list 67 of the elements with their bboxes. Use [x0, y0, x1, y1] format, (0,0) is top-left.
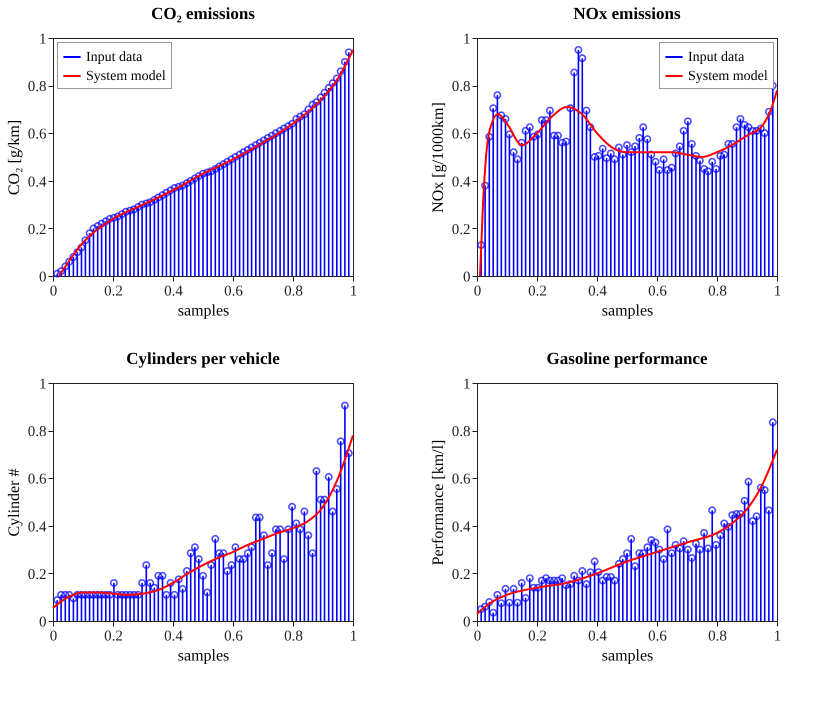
- x-tick-label: 1: [350, 628, 358, 644]
- y-tick-label: 0.2: [28, 222, 46, 238]
- line-series: [476, 448, 778, 615]
- y-axis-title: Cylinder #: [6, 468, 23, 536]
- y-tick-label: 0.2: [28, 566, 46, 583]
- legend-label: System model: [86, 69, 166, 84]
- y-tick-label: 0.4: [452, 174, 471, 190]
- y-tick-label: 0: [463, 614, 470, 630]
- x-tick-label: 0.6: [224, 628, 244, 644]
- y-axis-title: NOx [g/1000km]: [430, 102, 447, 213]
- x-tick-label: 0.2: [528, 628, 547, 644]
- line-series: [479, 89, 778, 277]
- y-axis-title: CO₂ [g/km]: [6, 120, 23, 196]
- x-tick-label: 0.8: [284, 284, 303, 300]
- y-tick-label: 0.2: [452, 566, 470, 583]
- x-axis-title: samples: [602, 302, 654, 320]
- x-tick-label: 0.4: [588, 628, 608, 644]
- x-tick-label: 0.8: [284, 628, 303, 644]
- y-tick-label: 1: [39, 376, 46, 392]
- x-tick-label: 0: [50, 284, 58, 300]
- x-tick-label: 0.2: [104, 284, 123, 300]
- y-axis-title: Performance [km/l]: [430, 440, 447, 566]
- x-axis-title: samples: [178, 648, 230, 664]
- y-tick-label: 0.8: [452, 79, 470, 96]
- y-tick-label: 0.6: [28, 126, 47, 143]
- x-tick-label: 0.2: [528, 284, 547, 300]
- y-tick-label: 0.6: [452, 472, 471, 488]
- x-tick-label: 0.2: [104, 628, 123, 644]
- x-tick-label: 1: [774, 628, 782, 644]
- y-tick-label: 0: [39, 270, 46, 286]
- x-tick-label: 0.8: [708, 284, 727, 300]
- x-tick-label: 0.4: [164, 284, 184, 300]
- y-tick-label: 0.8: [452, 424, 470, 440]
- x-axis-title: samples: [602, 648, 654, 664]
- y-tick-label: 1: [463, 376, 470, 392]
- chart-title: NOx emissions: [573, 4, 681, 23]
- x-axis-title: samples: [178, 302, 230, 320]
- x-tick-label: 0.6: [648, 628, 668, 644]
- y-tick-label: 0: [39, 614, 46, 630]
- x-tick-label: 0.6: [224, 284, 244, 300]
- x-tick-label: 0: [474, 284, 482, 300]
- x-tick-label: 1: [350, 284, 358, 300]
- x-tick-label: 0: [50, 628, 58, 644]
- y-tick-label: 0.8: [28, 424, 46, 440]
- line-series: [52, 434, 354, 609]
- y-tick-label: 0.8: [28, 79, 46, 96]
- y-tick-label: 0.4: [28, 174, 47, 190]
- x-tick-label: 0: [474, 628, 482, 644]
- y-tick-label: 0.2: [452, 222, 470, 238]
- y-tick-label: 1: [463, 32, 470, 48]
- y-tick-label: 0.6: [452, 126, 471, 143]
- x-tick-label: 0.8: [708, 628, 727, 644]
- legend-label: Input data: [86, 50, 144, 65]
- y-tick-label: 0.4: [452, 519, 471, 536]
- x-tick-label: 1: [774, 284, 782, 300]
- y-tick-label: 0.4: [28, 519, 47, 536]
- x-tick-label: 0.4: [588, 284, 608, 300]
- x-tick-label: 0.4: [164, 628, 184, 644]
- legend-label: Input data: [688, 50, 746, 65]
- chart-title: CO₂ emissions: [151, 4, 256, 23]
- y-tick-label: 0: [463, 270, 470, 286]
- x-tick-label: 0.6: [648, 284, 668, 300]
- chart-title: Gasoline performance: [546, 349, 708, 368]
- chart-title: Cylinders per vehicle: [126, 349, 280, 368]
- legend-label: System model: [688, 69, 768, 84]
- y-tick-label: 1: [39, 32, 46, 48]
- y-tick-label: 0.6: [28, 472, 47, 488]
